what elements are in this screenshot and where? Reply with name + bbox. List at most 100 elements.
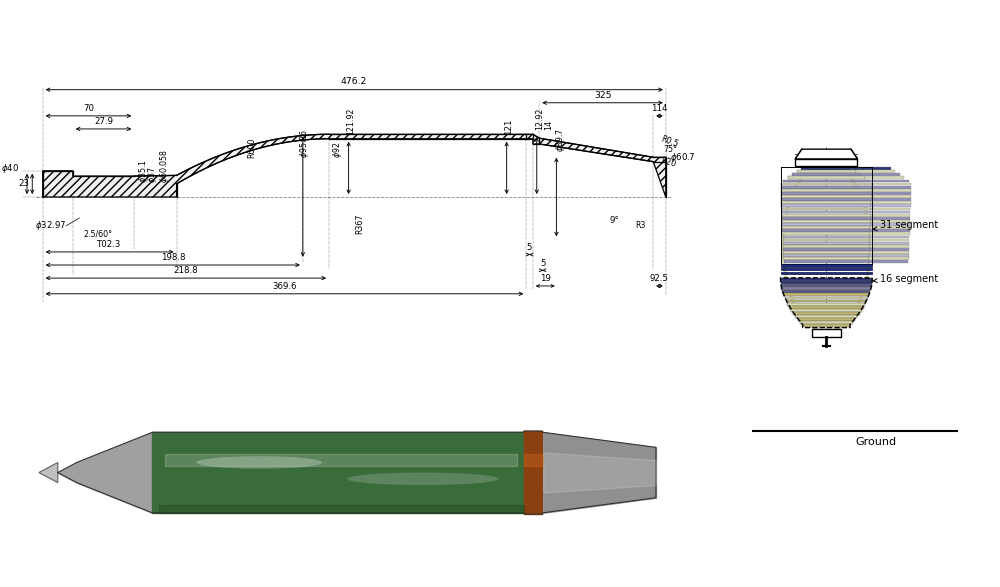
Bar (783, 242, 870, 245)
Polygon shape (43, 134, 666, 197)
Text: T02.3: T02.3 (97, 239, 122, 249)
Bar (781, 287, 871, 290)
Bar (783, 239, 870, 241)
Bar (782, 230, 870, 232)
Bar (871, 220, 910, 223)
Text: $\phi$37: $\phi$37 (146, 166, 159, 183)
Text: $\phi$40: $\phi$40 (1, 161, 19, 175)
Bar (865, 177, 904, 179)
Bar (785, 296, 868, 299)
Bar (784, 261, 869, 263)
Text: 12.92: 12.92 (535, 108, 544, 130)
Text: $\phi$32.97: $\phi$32.97 (35, 220, 66, 232)
Bar (871, 201, 911, 204)
Text: 121.92: 121.92 (346, 107, 355, 135)
Bar (872, 192, 911, 195)
Bar (782, 211, 871, 214)
Bar (871, 217, 910, 220)
Bar (781, 281, 872, 284)
Ellipse shape (347, 473, 499, 485)
Bar (783, 251, 870, 254)
Text: 121: 121 (504, 119, 513, 135)
Bar (872, 186, 911, 188)
Text: $\phi$92: $\phi$92 (331, 141, 344, 158)
Bar (781, 201, 871, 204)
Bar (869, 254, 909, 257)
Text: 19: 19 (540, 274, 551, 284)
Bar (860, 173, 900, 176)
Bar (870, 251, 909, 254)
Text: $\phi$89.7: $\phi$89.7 (554, 129, 567, 152)
Bar (782, 232, 870, 235)
Bar (872, 183, 911, 185)
Bar (870, 226, 910, 229)
Bar (870, 230, 910, 232)
Text: 218.8: 218.8 (174, 266, 198, 275)
Bar (781, 204, 871, 207)
Text: 31 segment: 31 segment (873, 220, 939, 231)
Bar (783, 248, 870, 251)
Bar (871, 204, 911, 207)
Bar (781, 268, 872, 271)
Bar (783, 294, 869, 296)
Bar (872, 198, 911, 201)
Bar (783, 257, 869, 260)
Bar (871, 223, 910, 226)
Text: 5: 5 (527, 243, 532, 252)
Bar (872, 195, 911, 198)
Text: $\phi$60.7: $\phi$60.7 (670, 151, 695, 164)
Bar (801, 167, 852, 170)
Ellipse shape (196, 456, 322, 469)
Bar (783, 245, 870, 248)
Text: 92.5: 92.5 (650, 274, 669, 283)
Bar (869, 180, 909, 183)
Bar (871, 208, 910, 210)
Text: $\phi$60.058: $\phi$60.058 (158, 149, 171, 183)
Bar (783, 254, 869, 257)
Text: 325: 325 (594, 90, 611, 100)
Bar (870, 232, 910, 235)
Text: 27.9: 27.9 (94, 117, 113, 126)
Text: $\phi$35.1: $\phi$35.1 (137, 158, 150, 183)
Text: R600: R600 (248, 137, 257, 158)
Text: 75°: 75° (664, 146, 678, 154)
Bar (792, 173, 860, 176)
Bar (852, 167, 891, 170)
Text: $\phi$95.86: $\phi$95.86 (298, 129, 311, 158)
Text: 476.2: 476.2 (341, 77, 367, 86)
Bar (870, 239, 909, 241)
Bar (783, 180, 869, 183)
Bar (782, 223, 871, 226)
Bar (798, 318, 855, 321)
Bar (797, 170, 856, 173)
Bar (786, 299, 867, 302)
Bar (782, 220, 871, 223)
Bar (869, 257, 909, 260)
Text: 23: 23 (19, 180, 30, 188)
Bar (781, 272, 872, 274)
Bar (869, 261, 908, 263)
Polygon shape (39, 463, 58, 483)
Bar (789, 306, 864, 309)
Bar (870, 242, 909, 245)
Bar (781, 192, 872, 195)
Bar (871, 211, 910, 214)
Text: 5: 5 (540, 259, 545, 268)
Bar (856, 170, 895, 173)
Bar (782, 214, 871, 217)
Bar (788, 177, 865, 179)
Bar (787, 303, 865, 305)
Bar (781, 278, 872, 281)
Text: Ground: Ground (855, 437, 896, 447)
Bar (781, 284, 872, 287)
Text: R3: R3 (635, 221, 645, 230)
Text: 2.5/60°: 2.5/60° (83, 229, 112, 238)
Bar (783, 235, 870, 238)
Bar (781, 186, 872, 188)
Bar (782, 217, 871, 220)
Bar (870, 245, 909, 248)
Bar (803, 325, 850, 328)
Bar (870, 248, 909, 251)
Text: 369.6: 369.6 (272, 282, 297, 291)
Bar (781, 195, 872, 198)
